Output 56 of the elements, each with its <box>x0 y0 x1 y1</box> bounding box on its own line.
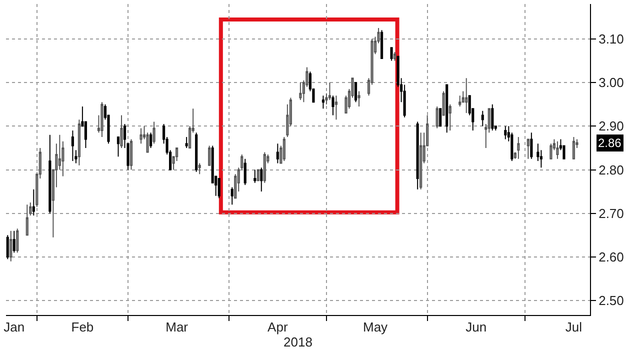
candlestick <box>71 130 74 162</box>
y-tick-label: 2.90 <box>598 118 624 134</box>
candlestick <box>149 132 152 148</box>
candlestick <box>195 132 198 172</box>
candlestick <box>322 95 325 110</box>
candlestick <box>393 51 396 62</box>
candlestick <box>358 90 360 107</box>
candlestick <box>185 136 188 148</box>
candlestick <box>491 104 494 131</box>
x-tick-label: Jul <box>565 320 582 335</box>
y-tick-label: 2.60 <box>598 250 624 265</box>
y-tick-label: 2.70 <box>598 206 624 221</box>
y-tick-label: 2.80 <box>598 162 624 178</box>
candlestick <box>276 143 279 164</box>
x-tick-label: Jun <box>466 320 487 335</box>
x-tick-label: Apr <box>268 320 288 335</box>
y-tick-label: 3.10 <box>598 31 624 46</box>
candlestick <box>446 84 448 134</box>
x-tick-label: May <box>362 320 388 335</box>
candlestick <box>6 234 9 260</box>
candlestick <box>208 145 211 166</box>
candlestick <box>254 169 256 184</box>
text: 2.86 <box>598 136 622 150</box>
candlestick <box>332 95 334 116</box>
candlestick <box>140 128 142 144</box>
candlestick <box>244 158 246 186</box>
candlestick <box>439 108 442 127</box>
candlestick <box>12 230 16 254</box>
candlestick <box>16 228 19 254</box>
candlestick <box>48 134 52 214</box>
y-tick-label: 3.00 <box>598 75 624 90</box>
candlestick <box>354 82 358 103</box>
y-tick-label: 2.50 <box>598 293 624 308</box>
candlestick <box>260 167 263 192</box>
candlestick <box>504 126 507 140</box>
candlestick <box>517 136 520 160</box>
candlestick <box>442 90 445 116</box>
candlestick <box>334 95 338 120</box>
candlestick <box>282 136 286 162</box>
candlestick <box>556 140 559 160</box>
candlestick <box>32 188 35 216</box>
candlestick <box>218 178 220 199</box>
candlestick <box>550 143 552 160</box>
candlestick <box>416 121 419 190</box>
x-tick-label: Jan <box>4 320 25 335</box>
candlestick <box>530 132 533 160</box>
candlestick <box>390 47 393 62</box>
candlestick <box>481 110 484 127</box>
candlestick <box>572 136 576 160</box>
x-tick-label: Mar <box>166 320 189 335</box>
candlestick <box>230 186 234 206</box>
x-tick-label: Feb <box>71 320 94 335</box>
candlestick <box>116 136 120 158</box>
candlestick <box>458 95 462 107</box>
x-axis-title: 2018 <box>284 334 312 350</box>
candlestick <box>380 30 384 60</box>
